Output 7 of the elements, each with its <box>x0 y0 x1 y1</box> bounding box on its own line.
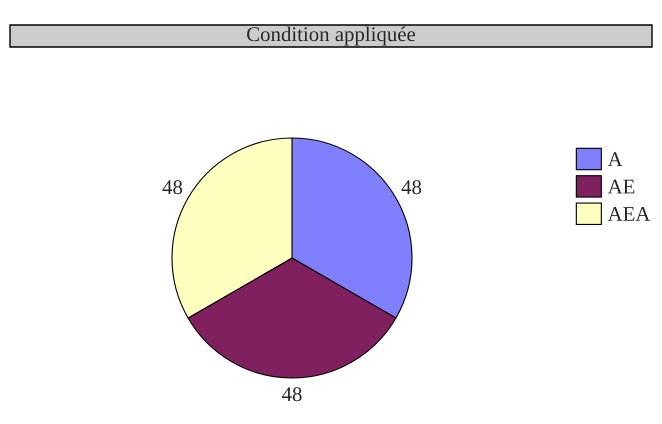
data-label: 48 <box>282 387 302 402</box>
data-label: 48 <box>402 180 422 194</box>
legend-label: AE <box>608 180 634 194</box>
legend-label: AEA <box>608 206 650 221</box>
legend-label: A <box>608 152 622 166</box>
chart-title: Condition appliquée <box>247 26 416 46</box>
data-label: 48 <box>162 180 182 194</box>
